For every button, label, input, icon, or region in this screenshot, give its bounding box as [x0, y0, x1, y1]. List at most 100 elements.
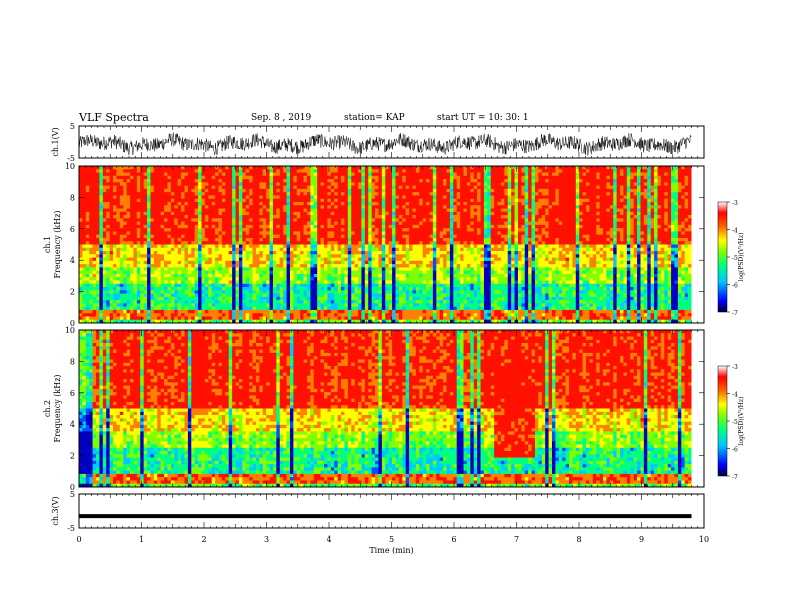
- spectrogram-cell: [412, 179, 417, 183]
- spectrogram-cell: [633, 169, 638, 173]
- spectrogram-cell: [208, 185, 213, 190]
- spectrogram-cell: [157, 185, 161, 190]
- spectrogram-cell: [293, 166, 298, 170]
- spectrogram-cell: [446, 169, 451, 173]
- spectrogram-cell: [487, 228, 492, 232]
- spectrogram-cell: [671, 172, 675, 177]
- spectrogram-cell: [470, 224, 475, 229]
- spectrogram-cell: [589, 211, 594, 216]
- spectrogram-cell: [548, 201, 553, 206]
- spectrogram-cell: [344, 237, 349, 242]
- spectrogram-cell: [654, 195, 658, 200]
- spectrogram-cell: [572, 195, 577, 200]
- spectrogram-cell: [446, 188, 451, 193]
- spectrogram-cell: [460, 218, 464, 222]
- spectrogram-cell: [255, 228, 260, 232]
- spectrogram-cell: [409, 231, 413, 235]
- spectrogram-cell: [477, 215, 481, 219]
- spectrogram-cell: [388, 215, 393, 219]
- spectrogram-cell: [443, 169, 447, 173]
- spectrogram-cell: [494, 182, 498, 186]
- spectrogram-cell: [225, 182, 230, 186]
- spectrogram-cell: [381, 228, 386, 232]
- spectrogram-cell: [293, 195, 298, 200]
- spectrogram-cell: [126, 247, 131, 252]
- spectrogram-cell: [494, 224, 498, 229]
- spectrogram-cell: [603, 215, 607, 219]
- spectrogram-cell: [545, 211, 549, 216]
- spectrogram-cell: [164, 185, 168, 190]
- spectrogram-cell: [480, 234, 485, 239]
- spectrogram-cell: [565, 237, 570, 242]
- spectrogram-cell: [221, 192, 226, 196]
- spectrogram-cell: [249, 205, 253, 209]
- spectrogram-cell: [79, 169, 83, 173]
- spectrogram-cell: [119, 251, 124, 255]
- spectrogram-cell: [371, 228, 376, 232]
- spectrogram-cell: [449, 175, 454, 180]
- spectrogram-cell: [398, 172, 403, 177]
- spectrogram-cell: [330, 244, 335, 249]
- spectrogram-cell: [654, 188, 658, 193]
- spectrogram-cell: [204, 211, 209, 216]
- spectrogram-cell: [310, 208, 315, 213]
- spectrogram-cell: [606, 198, 611, 203]
- spectrogram-cell: [395, 244, 400, 249]
- spectrogram-cell: [473, 198, 478, 203]
- spectrogram-cell: [470, 234, 475, 239]
- spectrogram-cell: [453, 208, 458, 213]
- spectrogram-cell: [453, 237, 458, 242]
- spectrogram-cell: [306, 215, 311, 219]
- spectrogram-cell: [211, 251, 216, 255]
- spectrogram-cell: [531, 247, 536, 252]
- spectrogram-cell: [419, 247, 423, 252]
- spectrogram-cell: [283, 251, 287, 255]
- spectrogram-cell: [262, 228, 267, 232]
- spectrogram-cell: [341, 195, 345, 200]
- spectrogram-cell: [221, 244, 226, 249]
- spectrogram-cell: [164, 247, 168, 252]
- spectrogram-cell: [283, 247, 287, 252]
- spectrogram-cell: [671, 198, 675, 203]
- spectrogram-cell: [688, 175, 692, 180]
- spectrogram-cell: [637, 211, 641, 216]
- spectrogram-cell: [517, 215, 522, 219]
- spectrogram-cell: [358, 237, 362, 242]
- spectrogram-cell: [623, 205, 628, 209]
- spectrogram-cell: [259, 188, 264, 193]
- spectrogram-cell: [354, 179, 359, 183]
- spectrogram-cell: [534, 215, 539, 219]
- spectrogram-cell: [569, 182, 573, 186]
- spectrogram-cell: [398, 179, 403, 183]
- spectrogram-cell: [626, 224, 631, 229]
- spectrogram-cell: [262, 188, 267, 193]
- spectrogram-cell: [643, 169, 648, 173]
- spectrogram-cell: [589, 208, 594, 213]
- spectrogram-cell: [422, 221, 427, 226]
- spectrogram-cell: [85, 172, 90, 177]
- spectrogram-cell: [528, 192, 532, 196]
- spectrogram-cell: [511, 195, 515, 200]
- spectrogram-cell: [429, 231, 434, 235]
- spectrogram-cell: [272, 237, 277, 242]
- spectrogram-cell: [483, 201, 488, 206]
- spectrogram-cell: [262, 221, 267, 226]
- spectrogram-cell: [654, 208, 658, 213]
- spectrogram-cell: [470, 179, 475, 183]
- spectrogram-cell: [283, 215, 287, 219]
- spectrogram-cell: [242, 182, 247, 186]
- spectrogram-cell: [194, 247, 199, 252]
- spectrogram-cell: [187, 237, 192, 242]
- spectrogram-cell: [235, 172, 240, 177]
- spectrogram-cell: [364, 237, 369, 242]
- spectrogram-cell: [119, 231, 124, 235]
- spectrogram-cell: [130, 208, 134, 213]
- spectrogram-cell: [504, 224, 509, 229]
- spectrogram-cell: [453, 169, 458, 173]
- spectrogram-cell: [456, 192, 461, 196]
- spectrogram-cell: [187, 215, 192, 219]
- spectrogram-cell: [310, 198, 315, 203]
- spectrogram-cell: [157, 179, 161, 183]
- spectrogram-cell: [330, 175, 335, 180]
- spectrogram-cell: [324, 185, 328, 190]
